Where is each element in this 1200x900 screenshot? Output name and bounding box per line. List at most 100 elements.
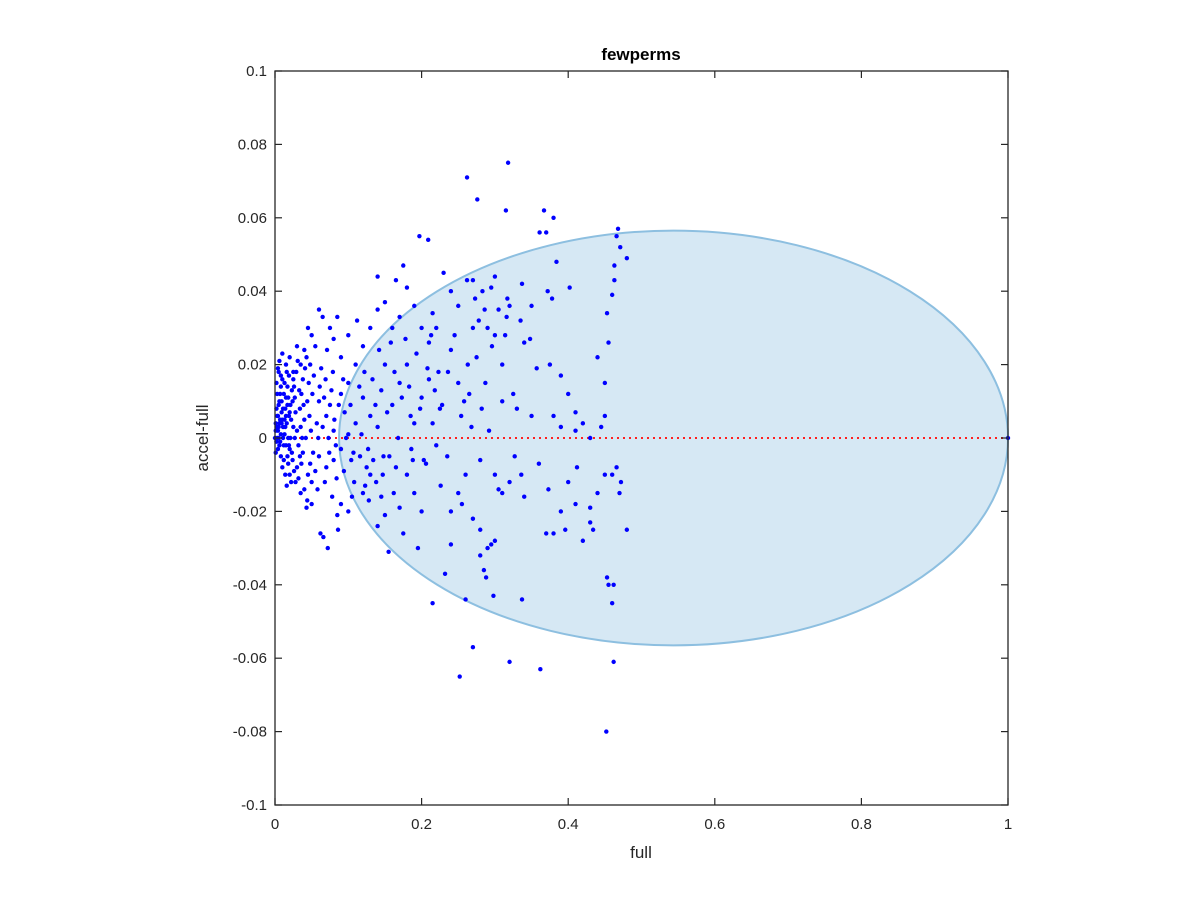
data-point: [349, 494, 355, 499]
data-point: [311, 373, 317, 378]
data-point: [316, 307, 322, 312]
data-point: [320, 314, 325, 320]
data-point: [351, 479, 357, 485]
data-point: [598, 424, 604, 430]
data-point: [587, 435, 593, 441]
data-point: [624, 255, 630, 261]
data-point: [354, 318, 360, 323]
data-point: [489, 542, 494, 547]
data-point: [505, 296, 510, 301]
data-point: [289, 450, 295, 455]
data-point: [580, 538, 586, 543]
data-point: [291, 424, 296, 430]
data-point: [609, 600, 615, 606]
data-point: [464, 277, 470, 283]
data-point: [316, 435, 321, 441]
data-point: [415, 545, 421, 551]
data-point: [549, 296, 555, 301]
data-point: [558, 424, 564, 430]
data-point: [280, 465, 285, 470]
data-point: [282, 380, 287, 386]
data-point: [541, 208, 547, 213]
data-point: [609, 472, 615, 477]
data-point: [522, 494, 527, 499]
data-point: [329, 494, 335, 499]
data-point: [323, 377, 328, 382]
data-point: [282, 432, 287, 437]
data-point: [296, 443, 301, 448]
data-point: [430, 421, 435, 426]
data-point: [387, 454, 392, 459]
data-point: [425, 237, 431, 243]
data-point: [307, 413, 312, 419]
data-point: [390, 325, 395, 331]
data-point: [388, 340, 394, 345]
data-point: [308, 428, 314, 433]
data-point: [351, 450, 356, 455]
data-point: [313, 468, 318, 474]
data-point: [305, 472, 311, 477]
data-point: [500, 362, 505, 367]
data-point: [330, 369, 336, 375]
data-point: [277, 439, 283, 444]
data-point: [439, 402, 445, 408]
points-layer: [272, 160, 1011, 734]
data-point: [321, 395, 327, 400]
data-point: [573, 410, 578, 415]
y-tick-label: -0.04: [233, 577, 267, 594]
data-point: [547, 362, 553, 367]
y-tick-label: -0.08: [233, 724, 267, 741]
x-tick-label: 0.6: [704, 816, 725, 833]
data-point: [612, 263, 617, 268]
data-point: [309, 479, 314, 485]
data-point: [305, 325, 311, 331]
data-point: [456, 380, 461, 386]
data-point: [448, 347, 454, 353]
chart-title: fewperms: [601, 45, 680, 64]
data-point: [336, 402, 341, 408]
data-point: [297, 406, 303, 411]
data-point: [609, 292, 615, 298]
data-point: [309, 333, 314, 338]
data-point: [474, 355, 479, 360]
data-point: [302, 366, 308, 371]
data-point: [551, 413, 556, 419]
data-point: [322, 479, 328, 485]
data-point: [277, 421, 282, 426]
data-point: [404, 285, 410, 290]
data-point: [360, 490, 366, 496]
data-point: [359, 432, 364, 437]
data-point: [604, 311, 610, 316]
data-point: [551, 531, 556, 536]
data-point: [370, 377, 375, 382]
data-point: [303, 435, 308, 441]
data-point: [434, 443, 439, 448]
x-tick-label: 1: [1004, 816, 1012, 833]
data-point: [500, 490, 505, 496]
data-point: [410, 457, 416, 463]
y-tick-label: -0.06: [233, 650, 267, 667]
data-point: [566, 391, 571, 397]
data-point: [284, 421, 289, 426]
data-point: [343, 435, 349, 441]
data-point: [324, 465, 329, 470]
data-point: [624, 527, 630, 532]
data-point: [283, 424, 288, 430]
data-point: [368, 413, 373, 419]
data-point: [574, 465, 580, 470]
data-point: [507, 659, 512, 665]
data-point: [452, 333, 457, 338]
data-point: [280, 417, 285, 422]
data-point: [423, 461, 429, 466]
y-tick-label: 0.06: [238, 210, 267, 227]
data-point: [285, 461, 291, 466]
data-point: [357, 454, 363, 459]
data-point: [492, 472, 498, 477]
data-point: [287, 355, 292, 360]
data-point: [299, 391, 304, 397]
data-point: [362, 369, 367, 375]
data-point: [293, 479, 298, 485]
data-point: [417, 233, 422, 239]
data-point: [480, 289, 485, 294]
data-point: [529, 413, 534, 419]
